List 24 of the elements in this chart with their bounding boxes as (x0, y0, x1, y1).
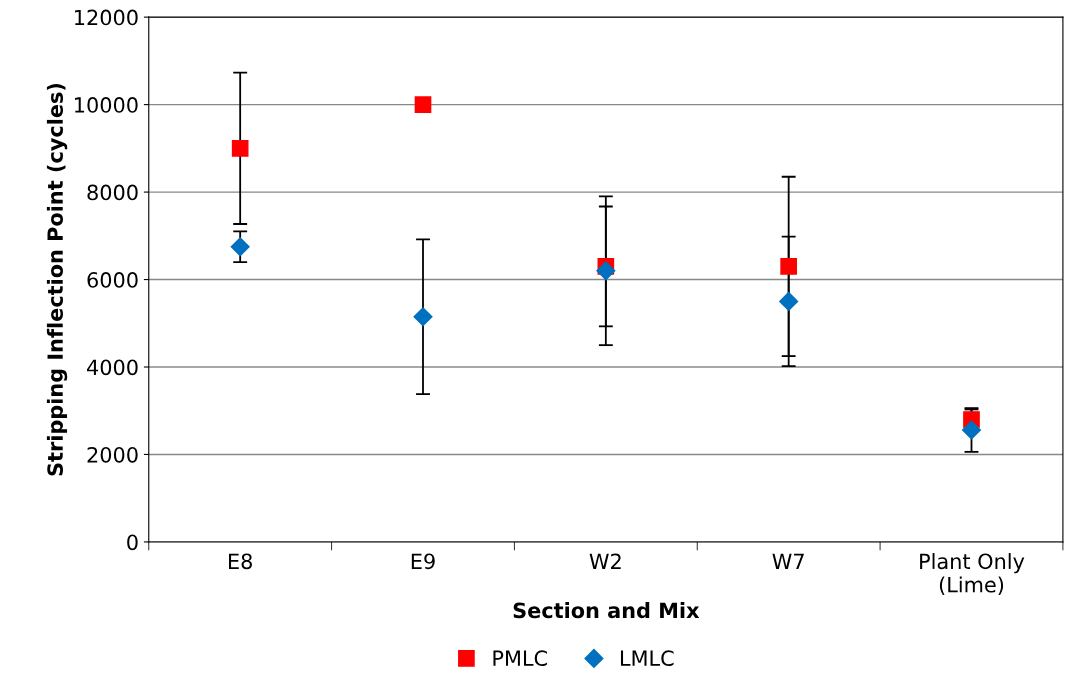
point (413, 307, 433, 327)
y-tick-label: 10000 (75, 97, 138, 113)
legend-label: PMLC (493, 650, 547, 667)
x-tick-label: W2 (589, 553, 621, 569)
x-tick-label: Plant Only (Lime) (920, 553, 1025, 595)
y-tick-label: 0 (127, 534, 138, 551)
y-tick-label: 12000 (75, 9, 138, 26)
x-tick-label: W7 (772, 553, 804, 569)
y-tick-label: 8000 (87, 184, 138, 201)
x-tick-label: E8 (229, 553, 252, 570)
x-axis-title: Section and Mix (513, 602, 700, 619)
y-tick-label: 6000 (87, 272, 138, 288)
point (231, 140, 249, 157)
point (780, 258, 797, 275)
y-axis-title: Stripping Inflection Point (cycles) (46, 83, 68, 476)
point (961, 420, 982, 440)
y-tick-label: 2000 (87, 446, 138, 463)
point (596, 261, 616, 281)
y-tick-label: 4000 (87, 359, 138, 376)
x-tick-label: E9 (411, 553, 435, 570)
point (230, 237, 250, 257)
point (414, 96, 432, 113)
legend-label: LMLC (620, 650, 674, 667)
point (779, 291, 799, 311)
